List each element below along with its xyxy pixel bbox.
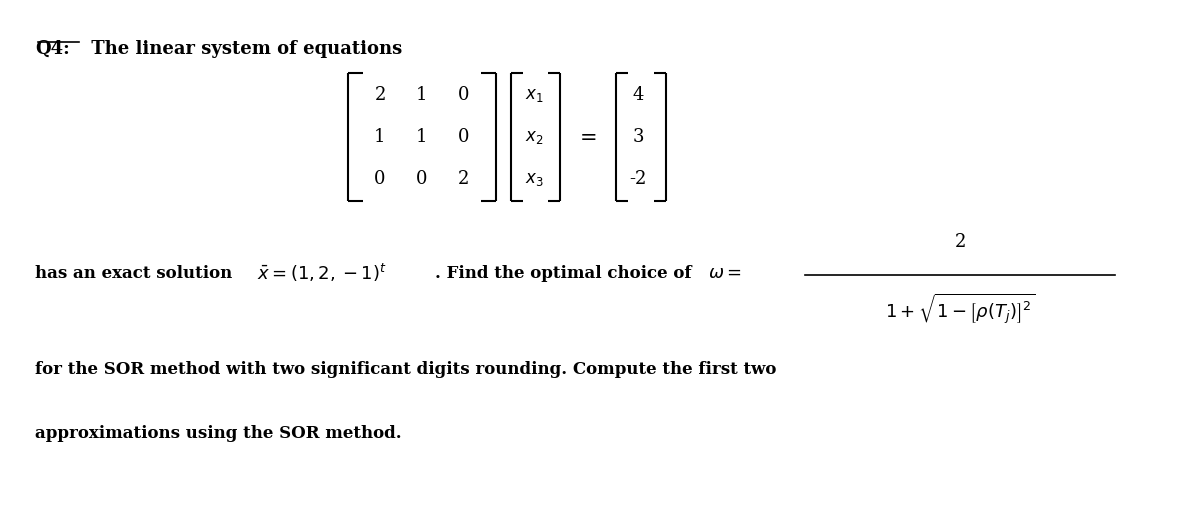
Text: 2: 2 — [458, 170, 469, 188]
Text: 0: 0 — [416, 170, 427, 188]
Text: 0: 0 — [458, 128, 469, 146]
Text: for the SOR method with two significant digits rounding. Compute the first two: for the SOR method with two significant … — [35, 362, 776, 379]
Text: . Find the optimal choice of: . Find the optimal choice of — [434, 265, 697, 281]
Text: has an exact solution: has an exact solution — [35, 265, 238, 281]
Text: 2: 2 — [374, 86, 385, 104]
Text: $x_2$: $x_2$ — [524, 129, 544, 145]
Text: 0: 0 — [458, 86, 469, 104]
Text: 2: 2 — [954, 233, 966, 251]
Text: $\omega =$: $\omega =$ — [708, 264, 742, 282]
Text: 0: 0 — [374, 170, 385, 188]
Text: The linear system of equations: The linear system of equations — [85, 40, 402, 58]
Text: 4: 4 — [632, 86, 643, 104]
Text: 1: 1 — [374, 128, 385, 146]
Text: $\bar{x} = (1,2,-1)^t$: $\bar{x} = (1,2,-1)^t$ — [257, 262, 386, 284]
Text: $1+\sqrt{1-\left[\rho(T_j)\right]^2}$: $1+\sqrt{1-\left[\rho(T_j)\right]^2}$ — [884, 292, 1036, 326]
Text: $x_1$: $x_1$ — [524, 87, 544, 103]
Text: 1: 1 — [416, 128, 427, 146]
Text: -2: -2 — [629, 170, 647, 188]
Text: Q4:: Q4: — [35, 40, 70, 58]
Text: 1: 1 — [416, 86, 427, 104]
Text: $=$: $=$ — [575, 128, 596, 146]
Text: approximations using the SOR method.: approximations using the SOR method. — [35, 425, 402, 442]
Text: $x_3$: $x_3$ — [524, 171, 544, 187]
Text: 3: 3 — [632, 128, 643, 146]
